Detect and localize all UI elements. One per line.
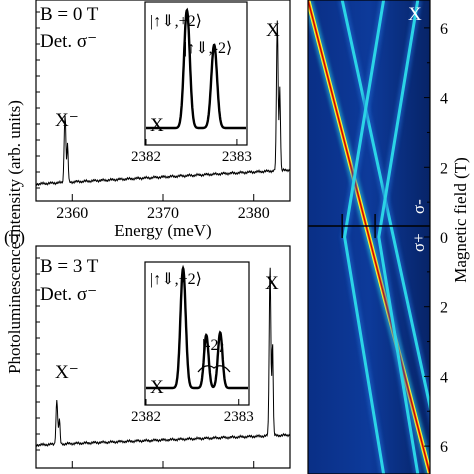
heat-line-core-1	[340, 0, 430, 414]
panel-b-ticks	[36, 257, 255, 468]
panel-b-title: B = 3 T	[40, 256, 99, 277]
panel-b-subtitle: Det. σ⁻	[40, 284, 97, 305]
panel-a-title: B = 0 T	[40, 4, 99, 25]
inset-a-spectrum	[146, 7, 246, 130]
region-label-sigma-minus: σ-	[409, 199, 428, 214]
panel-c-ticks: 6 4 2 0 2 4 6	[341, 21, 448, 456]
panel-a-ticks: 2360 2370 2380	[36, 11, 270, 222]
panel-b-label: (b)	[4, 227, 25, 248]
inset-b-xtick-label-0: 2382	[131, 409, 161, 425]
panel-a-inset: 2382 2383 X |↑⇓,+2⟩ |↑⇓,-2⟩	[131, 1, 252, 165]
panel-a-xtick-label-2: 2380	[238, 205, 270, 222]
heat-line-core-2	[343, 0, 386, 474]
heat-line-center-0	[308, 0, 430, 474]
inset-a-peak-plus2-label: |↑⇓,+2⟩	[150, 13, 202, 30]
right-ylabel: Magnetic field (T)	[451, 157, 470, 283]
inset-b-frame	[144, 261, 250, 406]
heat-line-core-3	[377, 0, 420, 474]
inset-b-spectrum	[146, 264, 248, 390]
panel-a-peak-x-label: X	[266, 20, 280, 41]
panel-a: 2360 2370 2380 B = 0 T Det. σ⁻ X⁻ X Energy…	[35, 0, 291, 240]
inset-a-peak-minus2-label: |↑⇓,-2⟩	[184, 40, 232, 57]
inset-b-peak-minus2-label: |-2⟩	[202, 337, 225, 354]
panel-c-ytick-label-1: 4	[440, 91, 448, 108]
heatmap-lines	[308, 0, 430, 474]
inset-a-xtick-label-1: 2383	[222, 149, 252, 165]
inset-b-xtick-label-1: 2383	[224, 409, 254, 425]
panel-a-spectrum	[35, 20, 291, 187]
panel-a-peak-xminus-label: X⁻	[55, 110, 79, 131]
panel-b-peak-xminus-label: X⁻	[55, 362, 79, 383]
panel-c-ytick-label-2: 2	[440, 160, 448, 177]
panel-c: 6 4 2 0 2 4 6 X σ- σ+ Magnetic field (T)	[307, 0, 470, 474]
inset-b-brace	[197, 365, 231, 373]
panel-c-ytick-label-5: 4	[440, 369, 448, 386]
panel-b: (b) B = 3 T Det. σ⁻ X⁻ X 2382 2383 X |↑⇓,…	[4, 227, 291, 469]
panel-c-ytick-label-0: 6	[440, 21, 448, 38]
panel-c-ytick-label-3: 0	[440, 230, 448, 247]
panel-c-ytick-label-6: 6	[440, 439, 448, 456]
panel-b-peak-x-label: X	[265, 273, 279, 294]
inset-b-label: X	[150, 377, 164, 398]
panel-c-ytick-label-4: 2	[440, 300, 448, 317]
region-label-sigma-plus: σ+	[409, 233, 428, 252]
region-label-x: X	[408, 4, 422, 25]
ylabel: Photoluminescence intensity (arb. units)	[5, 100, 24, 374]
inset-a-frame	[144, 1, 248, 146]
inset-a-ticks: 2382 2383	[131, 139, 252, 165]
panel-a-subtitle: Det. σ⁻	[40, 31, 97, 52]
panel-a-xtick-label-0: 2360	[56, 205, 88, 222]
inset-a-xtick-label-0: 2382	[131, 149, 161, 165]
inset-a-label: X	[150, 115, 164, 136]
inset-b-peak-plus2-label: |↑⇓,+2⟩	[150, 271, 202, 288]
inset-b-ticks: 2382 2383	[131, 399, 254, 425]
panel-b-spectrum	[35, 267, 291, 448]
panel-a-xlabel: Energy (meV)	[114, 221, 211, 240]
panel-b-inset: 2382 2383 X |↑⇓,+2⟩ |-2⟩	[131, 261, 254, 425]
panel-a-xtick-label-1: 2370	[147, 205, 179, 222]
